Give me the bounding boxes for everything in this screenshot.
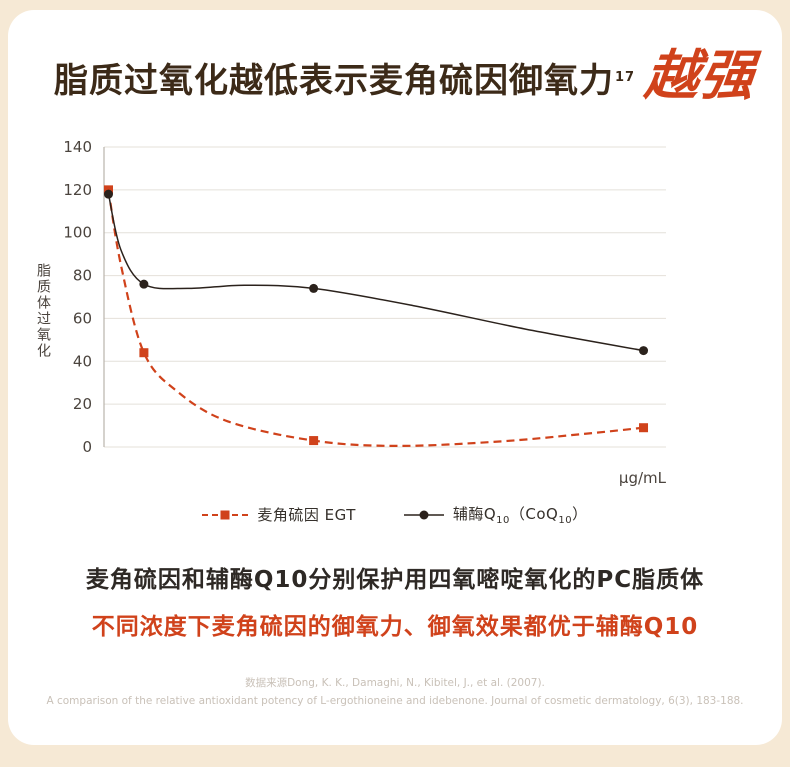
legend-label-coq: 辅酶Q10（CoQ10） (453, 503, 588, 526)
coq-label-sub1: 10 (496, 515, 510, 527)
summary-block: 麦角硫因和辅酶Q10分别保护用四氧嘧啶氧化的PC脂质体 不同浓度下麦角硫因的御氧… (8, 560, 782, 641)
svg-text:80: 80 (73, 267, 92, 285)
title-accent-text: 越强 (641, 43, 759, 107)
legend-item-coq: 辅酶Q10（CoQ10） (403, 503, 588, 526)
title-footnote-number: 17 (615, 70, 636, 86)
legend-label-egt: 麦角硫因 EGT (257, 506, 356, 525)
citation-line-2: A comparison of the relative antioxidant… (46, 694, 744, 707)
header: 脂质过氧化越低表示麦角硫因御氧力 17 越强 (8, 43, 782, 107)
content-card: 脂质过氧化越低表示麦角硫因御氧力 17 越强 脂质体过氧化 0 20 40 60 80 10… (8, 10, 782, 745)
coq-label-post: ） (572, 505, 588, 524)
x-axis-label: μg/mL (618, 469, 666, 488)
summary-line-1: 麦角硫因和辅酶Q10分别保护用四氧嘧啶氧化的PC脂质体 (85, 567, 705, 594)
svg-text:60: 60 (73, 310, 92, 328)
y-axis-label: 脂质体过氧化 (35, 263, 51, 360)
chart-legend: 麦角硫因 EGT 辅酶Q10（CoQ10） (8, 503, 782, 526)
svg-text:100: 100 (63, 224, 92, 242)
svg-text:20: 20 (73, 395, 92, 413)
svg-text:40: 40 (73, 353, 92, 371)
summary-line-2: 不同浓度下麦角硫因的御氧力、御氧效果都优于辅酶Q10 (91, 614, 699, 641)
line-chart: 0 20 40 60 80 100 120 140 (63, 138, 666, 456)
svg-text:0: 0 (82, 438, 92, 456)
coq-solid-circle-marker-icon (403, 510, 444, 520)
svg-text:120: 120 (63, 181, 92, 199)
legend-item-egt: 麦角硫因 EGT (202, 504, 356, 525)
svg-text:140: 140 (63, 138, 92, 156)
citation-line-1: 数据来源Dong, K. K., Damaghi, N., Kibitel, J… (245, 677, 545, 690)
title-main-text: 脂质过氧化越低表示麦角硫因御氧力 (54, 60, 614, 101)
egt-dashed-square-marker-icon (202, 510, 249, 520)
coq-label-pre: 辅酶Q (452, 505, 497, 524)
coq-label-sub2: 10 (558, 515, 573, 527)
citation-block: 数据来源Dong, K. K., Damaghi, N., Kibitel, J… (8, 675, 782, 710)
chart-section: 脂质体过氧化 0 20 40 60 80 100 120 140 μg/mL (35, 135, 782, 487)
plot-column: 0 20 40 60 80 100 120 140 μg/mL (54, 135, 674, 487)
page-title: 脂质过氧化越低表示麦角硫因御氧力 17 越强 (54, 43, 759, 107)
coq-label-mid: （CoQ (509, 505, 559, 524)
